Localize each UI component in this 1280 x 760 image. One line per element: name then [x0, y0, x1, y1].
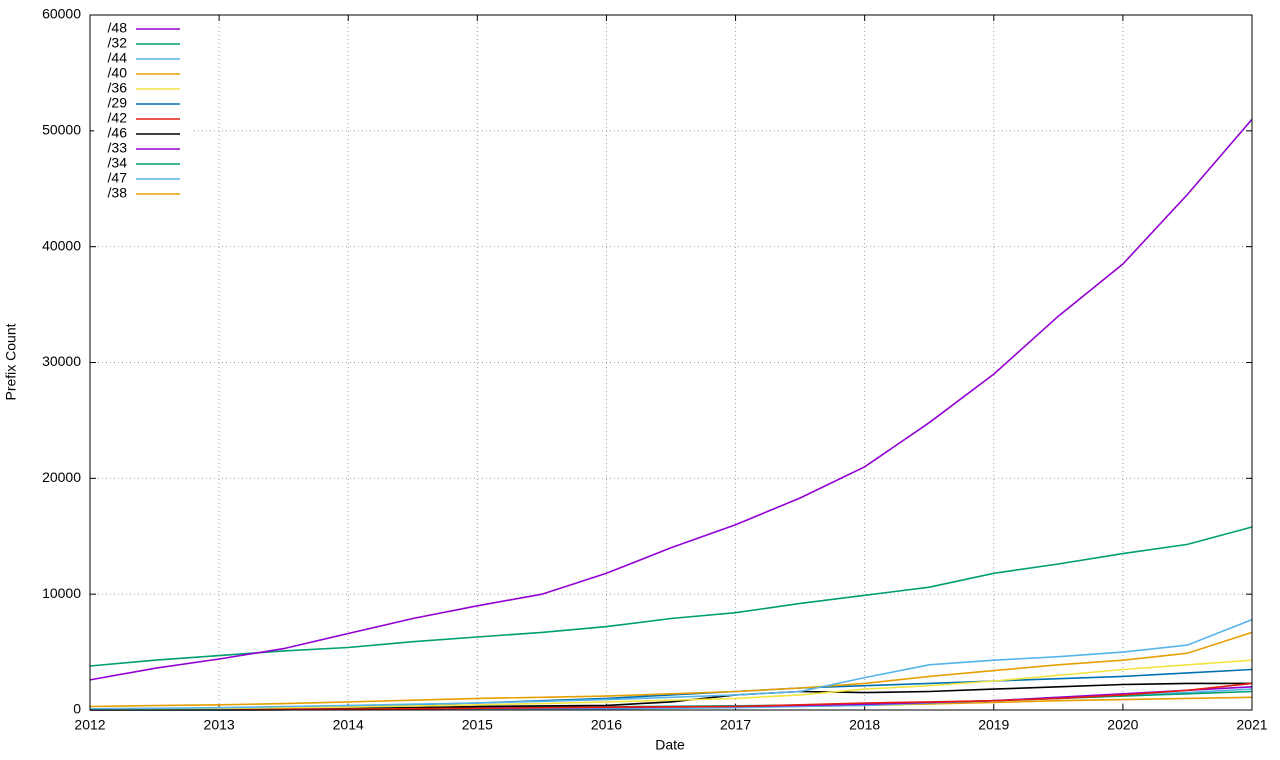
legend-label: /34 [108, 155, 128, 171]
x-tick-label: 2014 [333, 717, 364, 733]
y-axis-label: Prefix Count [3, 323, 19, 400]
x-axis-label: Date [655, 737, 685, 753]
legend-label: /42 [108, 110, 128, 126]
x-tick-label: 2019 [978, 717, 1009, 733]
legend-label: /40 [108, 65, 128, 81]
legend-label: /36 [108, 80, 128, 96]
series-line [89, 526, 1253, 667]
x-tick-label: 2016 [591, 717, 622, 733]
y-tick-label: 10000 [42, 585, 81, 601]
x-tick-label: 2012 [74, 717, 105, 733]
x-tick-label: 2021 [1236, 717, 1267, 733]
x-tick-label: 2020 [1107, 717, 1138, 733]
legend-label: /29 [108, 95, 128, 111]
legend-label: /44 [108, 50, 128, 66]
y-tick-label: 50000 [42, 122, 81, 138]
x-tick-label: 2017 [720, 717, 751, 733]
series-line [89, 118, 1253, 681]
x-tick-label: 2018 [849, 717, 880, 733]
x-tick-label: 2015 [462, 717, 493, 733]
series-line [89, 659, 1253, 710]
legend-label: /46 [108, 125, 128, 141]
legend-background [94, 17, 194, 199]
series-line [89, 618, 1253, 710]
y-tick-label: 40000 [42, 237, 81, 253]
y-tick-label: 30000 [42, 353, 81, 369]
legend-label: /33 [108, 140, 128, 156]
legend-label: /48 [108, 20, 128, 36]
legend-label: /38 [108, 185, 128, 201]
legend-label: /47 [108, 170, 128, 186]
plot-frame [89, 14, 1253, 711]
y-tick-label: 0 [73, 701, 81, 717]
series-line [89, 631, 1253, 708]
legend-label: /32 [108, 35, 128, 51]
x-tick-label: 2013 [204, 717, 235, 733]
series-line [89, 682, 1253, 711]
y-tick-label: 60000 [42, 6, 81, 22]
y-tick-label: 20000 [42, 469, 81, 485]
